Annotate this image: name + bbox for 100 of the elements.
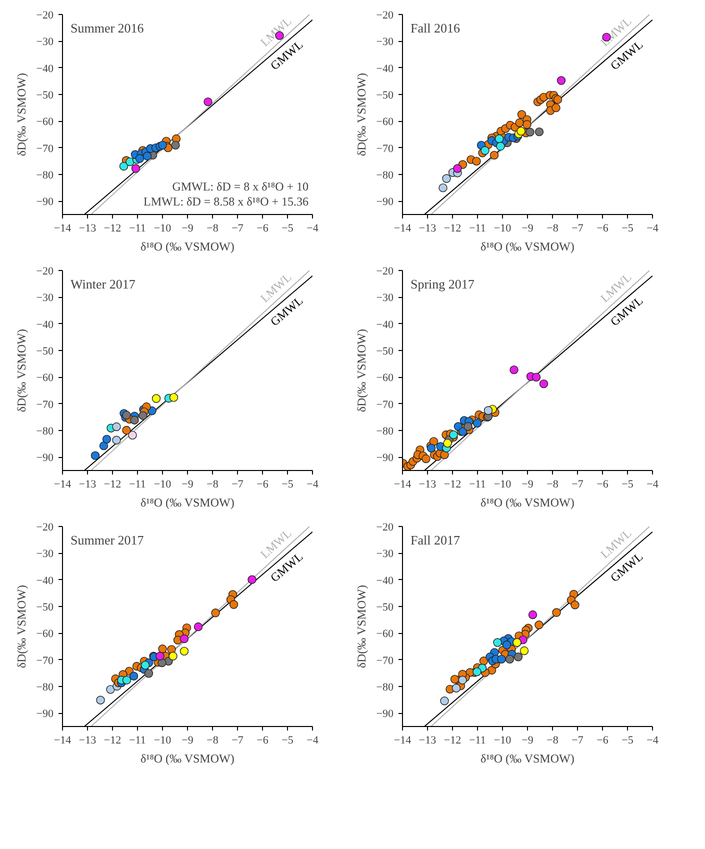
y-tick-label: −40 xyxy=(376,318,394,331)
x-tick-label: −11 xyxy=(469,478,486,490)
x-tick-label: −7 xyxy=(572,478,584,490)
y-tick-label: −40 xyxy=(36,574,54,587)
y-tick-label: −90 xyxy=(36,452,54,464)
y-axis-title: δD(‰ VSMOW) xyxy=(14,585,28,668)
x-axis-title: δ¹⁸O (‰ VSMOW) xyxy=(140,240,234,254)
x-tick-label: −8 xyxy=(206,734,219,746)
y-tick-label: −90 xyxy=(376,452,394,464)
text: Fall 2016 xyxy=(410,20,460,36)
y-tick-label: −30 xyxy=(376,36,394,48)
x-tick-label: −4 xyxy=(306,734,319,746)
x-tick-label: −5 xyxy=(282,478,294,490)
x-tick-label: −14 xyxy=(394,478,412,490)
y-tick-label: −80 xyxy=(36,170,54,182)
x-tick-label: −14 xyxy=(394,734,412,746)
y-tick-label: −60 xyxy=(36,372,54,384)
x-tick-label: −10 xyxy=(154,734,172,746)
y-tick-label: −40 xyxy=(376,62,394,75)
x-tick-label: −11 xyxy=(469,222,486,234)
x-tick-label: −13 xyxy=(78,478,97,490)
x-tick-label: −8 xyxy=(206,478,219,490)
y-tick-label: −90 xyxy=(36,196,54,208)
y-tick-label: −30 xyxy=(36,292,54,304)
y-tick-label: −90 xyxy=(376,708,394,720)
x-tick-label: −12 xyxy=(444,222,462,234)
x-tick-label: −13 xyxy=(418,478,437,490)
y-tick-label: −50 xyxy=(376,90,394,102)
x-tick-label: −9 xyxy=(182,478,194,490)
x-axis-title: δ¹⁸O (‰ VSMOW) xyxy=(480,496,574,510)
x-tick-label: −5 xyxy=(622,222,634,234)
x-tick-label: −4 xyxy=(646,478,659,490)
x-tick-label: −12 xyxy=(104,734,122,746)
x-tick-label: −7 xyxy=(232,222,244,234)
x-tick-label: −8 xyxy=(546,222,559,234)
x-tick-label: −9 xyxy=(182,734,194,746)
x-tick-label: −13 xyxy=(418,222,437,234)
y-tick-label: −20 xyxy=(376,266,394,278)
x-tick-label: −14 xyxy=(54,222,72,234)
y-axis-title: δD(‰ VSMOW) xyxy=(354,73,368,156)
x-tick-label: −7 xyxy=(572,734,584,746)
x-tick-label: −6 xyxy=(596,222,609,234)
y-tick-label: −50 xyxy=(36,602,54,614)
y-axis-title: δD(‰ VSMOW) xyxy=(14,329,28,412)
x-tick-label: −8 xyxy=(546,734,559,746)
x-tick-label: −11 xyxy=(469,734,486,746)
x-axis-title: δ¹⁸O (‰ VSMOW) xyxy=(480,752,574,766)
x-tick-label: −7 xyxy=(232,734,244,746)
y-axis-title: δD(‰ VSMOW) xyxy=(354,329,368,412)
x-tick-label: −4 xyxy=(306,478,319,490)
x-tick-label: −9 xyxy=(522,478,534,490)
x-tick-label: −5 xyxy=(282,222,294,234)
x-tick-label: −4 xyxy=(646,222,659,234)
x-tick-label: −5 xyxy=(622,734,634,746)
x-tick-label: −14 xyxy=(54,478,72,490)
x-axis-title: δ¹⁸O (‰ VSMOW) xyxy=(140,752,234,766)
y-tick-label: −60 xyxy=(376,116,394,128)
y-tick-label: −70 xyxy=(376,142,394,155)
x-tick-label: −10 xyxy=(154,222,172,234)
y-tick-label: −90 xyxy=(376,196,394,208)
y-tick-label: −50 xyxy=(36,346,54,358)
text: Fall 2017 xyxy=(410,532,460,548)
x-tick-label: −8 xyxy=(206,222,219,234)
y-tick-label: −30 xyxy=(376,548,394,560)
text: Summer 2017 xyxy=(70,532,144,548)
x-tick-label: −6 xyxy=(596,478,609,490)
text: Summer 2016 xyxy=(70,20,144,36)
x-tick-label: −9 xyxy=(522,734,534,746)
x-tick-label: −4 xyxy=(306,222,319,234)
y-tick-label: −20 xyxy=(36,10,54,22)
y-tick-label: −90 xyxy=(36,708,54,720)
y-tick-label: −80 xyxy=(376,426,394,438)
x-tick-label: −10 xyxy=(154,478,172,490)
text: Spring 2017 xyxy=(410,276,475,292)
x-tick-label: −6 xyxy=(256,222,269,234)
y-tick-label: −60 xyxy=(376,628,394,640)
y-tick-label: −20 xyxy=(376,522,394,534)
y-axis-title: δD(‰ VSMOW) xyxy=(354,585,368,668)
text: Winter 2017 xyxy=(70,276,136,292)
y-tick-label: −70 xyxy=(36,654,54,667)
y-tick-label: −60 xyxy=(36,628,54,640)
y-tick-label: −30 xyxy=(36,36,54,48)
x-tick-label: −10 xyxy=(494,222,512,234)
y-tick-label: −30 xyxy=(376,292,394,304)
x-tick-label: −13 xyxy=(78,222,97,234)
y-tick-label: −70 xyxy=(376,398,394,411)
y-tick-label: −50 xyxy=(376,602,394,614)
y-tick-label: −70 xyxy=(36,398,54,411)
x-tick-label: −12 xyxy=(104,222,122,234)
x-axis-title: δ¹⁸O (‰ VSMOW) xyxy=(140,496,234,510)
y-tick-label: −20 xyxy=(36,266,54,278)
x-tick-label: −6 xyxy=(256,478,269,490)
x-axis-title: δ¹⁸O (‰ VSMOW) xyxy=(480,240,574,254)
y-tick-label: −80 xyxy=(376,682,394,694)
x-tick-label: −9 xyxy=(522,222,534,234)
y-tick-label: −50 xyxy=(376,346,394,358)
x-tick-label: −6 xyxy=(256,734,269,746)
x-tick-label: −9 xyxy=(182,222,194,234)
x-tick-label: −12 xyxy=(444,734,462,746)
x-tick-label: −11 xyxy=(129,478,146,490)
